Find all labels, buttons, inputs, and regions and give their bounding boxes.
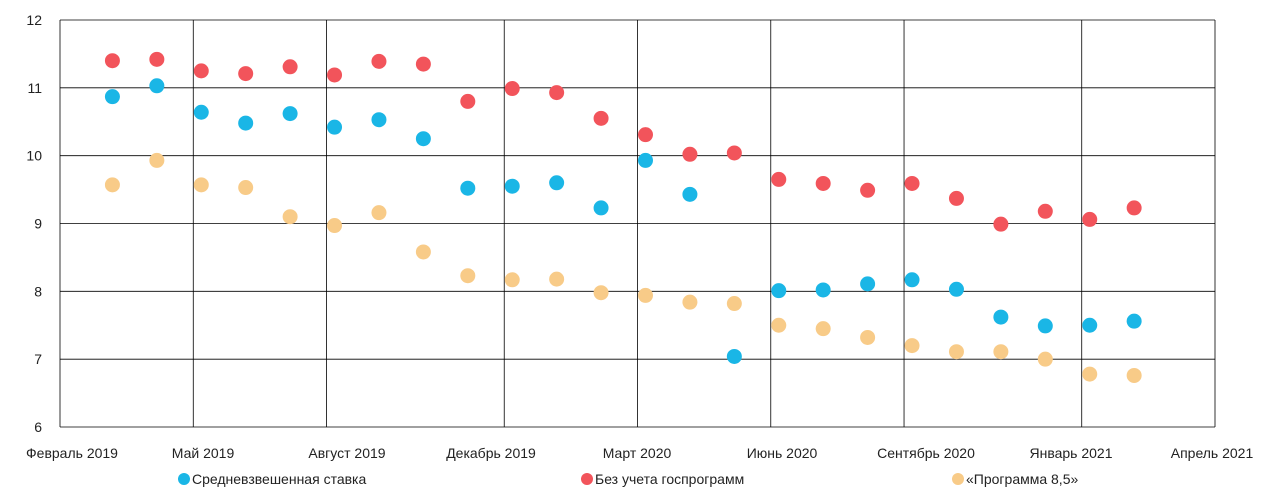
data-point (282, 209, 298, 225)
data-point (637, 287, 653, 303)
x-tick-label: Январь 2021 (1029, 445, 1112, 461)
data-point (193, 63, 209, 79)
y-tick-label: 6 (34, 419, 42, 435)
legend-marker (178, 473, 190, 485)
data-point (193, 104, 209, 120)
data-point (948, 281, 964, 297)
data-point (726, 145, 742, 161)
data-point (371, 112, 387, 128)
data-point (593, 285, 609, 301)
x-tick-label: Май 2019 (172, 445, 235, 461)
data-point (593, 110, 609, 126)
data-point (282, 59, 298, 75)
y-tick-label: 8 (34, 283, 42, 299)
data-point (682, 294, 698, 310)
y-tick-label: 11 (27, 80, 42, 96)
data-point (948, 190, 964, 206)
data-point (549, 271, 565, 287)
data-point (1126, 313, 1142, 329)
x-tick-label: Февраль 2019 (26, 445, 118, 461)
data-point (860, 182, 876, 198)
data-point (238, 115, 254, 131)
legend-marker (581, 473, 593, 485)
data-point (327, 119, 343, 135)
data-point (1082, 211, 1098, 227)
data-point (815, 175, 831, 191)
data-point (549, 175, 565, 191)
legend-label: «Программа 8,5» (966, 471, 1078, 487)
x-tick-label: Март 2020 (603, 445, 672, 461)
data-point (1126, 367, 1142, 383)
data-point (815, 321, 831, 337)
data-point (904, 338, 920, 354)
legend-marker (952, 473, 964, 485)
data-point (771, 317, 787, 333)
data-point (860, 276, 876, 292)
data-point (593, 200, 609, 216)
data-point (415, 244, 431, 260)
data-point (771, 171, 787, 187)
data-point (104, 53, 120, 69)
data-point (282, 106, 298, 122)
data-point (460, 93, 476, 109)
data-point (726, 296, 742, 312)
data-point (415, 131, 431, 147)
data-point (104, 89, 120, 105)
data-point (771, 283, 787, 299)
x-tick-label: Август 2019 (308, 445, 385, 461)
data-point (948, 344, 964, 360)
data-point (1037, 318, 1053, 334)
data-point (1037, 351, 1053, 367)
x-tick-label: Апрель 2021 (1171, 445, 1254, 461)
x-tick-label: Декабрь 2019 (446, 445, 536, 461)
data-point (993, 344, 1009, 360)
data-point (1082, 317, 1098, 333)
data-point (637, 152, 653, 168)
legend-label: Средневзвешенная ставка (192, 471, 366, 487)
data-point (726, 348, 742, 364)
x-tick-label: Июнь 2020 (747, 445, 818, 461)
data-point (504, 81, 520, 97)
y-tick-label: 10 (26, 148, 42, 164)
data-point (371, 53, 387, 69)
data-point (637, 127, 653, 143)
data-point (549, 85, 565, 101)
y-tick-label: 9 (34, 216, 42, 232)
data-point (815, 282, 831, 298)
data-point (371, 205, 387, 221)
data-point (504, 178, 520, 194)
data-point (149, 152, 165, 168)
y-tick-label: 12 (26, 12, 42, 28)
data-point (904, 272, 920, 288)
data-point (993, 216, 1009, 232)
data-point (193, 177, 209, 193)
data-point (682, 186, 698, 202)
data-point (1126, 200, 1142, 216)
data-point (149, 51, 165, 67)
data-point (460, 180, 476, 196)
y-tick-label: 7 (34, 351, 42, 367)
data-point (415, 56, 431, 72)
x-tick-label: Сентябрь 2020 (877, 445, 975, 461)
data-point (149, 78, 165, 94)
data-point (504, 272, 520, 288)
data-point (1082, 366, 1098, 382)
data-point (904, 175, 920, 191)
data-point (460, 268, 476, 284)
data-point (238, 180, 254, 196)
data-point (238, 66, 254, 82)
data-point (104, 177, 120, 193)
data-point (327, 67, 343, 83)
legend-label: Без учета госпрограмм (595, 471, 744, 487)
data-point (1037, 203, 1053, 219)
data-point (860, 329, 876, 345)
data-point (682, 146, 698, 162)
data-point (327, 218, 343, 234)
data-point (993, 309, 1009, 325)
